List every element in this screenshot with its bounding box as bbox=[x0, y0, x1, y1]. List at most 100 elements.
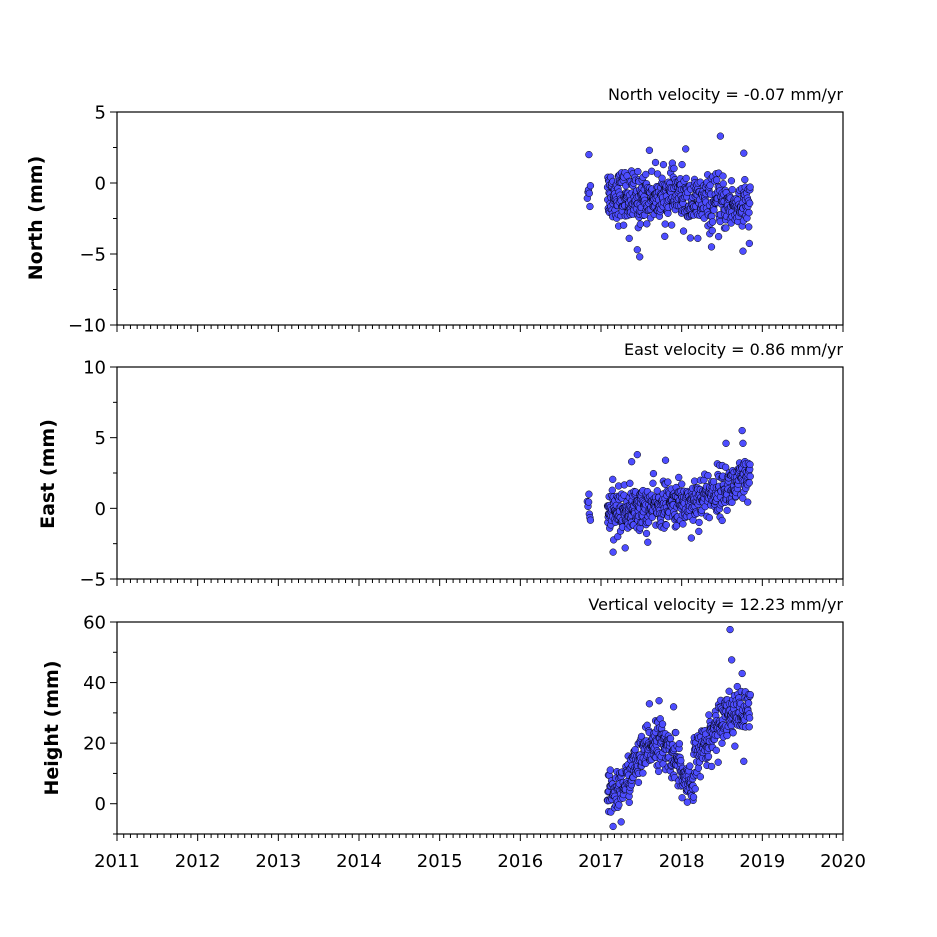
x-tick-label: 2016 bbox=[497, 851, 543, 872]
data-point bbox=[664, 478, 672, 486]
height-data-points bbox=[603, 625, 754, 831]
data-point bbox=[585, 189, 593, 197]
x-tick-label: 2013 bbox=[255, 851, 301, 872]
data-point bbox=[714, 758, 722, 766]
data-point bbox=[678, 794, 686, 802]
data-point bbox=[639, 769, 647, 777]
data-point bbox=[678, 160, 686, 169]
data-point bbox=[609, 548, 617, 556]
data-point bbox=[634, 778, 643, 787]
data-point bbox=[728, 498, 736, 506]
y-tick-label: −5 bbox=[79, 570, 106, 591]
data-point bbox=[708, 226, 716, 235]
data-point bbox=[675, 740, 684, 748]
data-point bbox=[739, 439, 747, 447]
data-point bbox=[707, 762, 716, 771]
data-point bbox=[651, 158, 660, 167]
data-point bbox=[584, 498, 593, 506]
data-point bbox=[628, 458, 636, 466]
data-point bbox=[642, 529, 651, 538]
data-point bbox=[636, 253, 644, 261]
data-point bbox=[643, 220, 651, 228]
data-point bbox=[585, 150, 593, 159]
data-point bbox=[718, 739, 726, 747]
data-point bbox=[642, 170, 650, 179]
data-point bbox=[662, 521, 670, 529]
data-point bbox=[608, 486, 616, 494]
data-point bbox=[712, 746, 720, 754]
data-point bbox=[723, 731, 731, 740]
data-point bbox=[620, 221, 628, 229]
data-point bbox=[679, 227, 688, 235]
east-ylabel: East (mm) bbox=[37, 419, 59, 529]
data-point bbox=[659, 160, 668, 169]
data-point bbox=[733, 682, 741, 691]
data-point bbox=[716, 132, 725, 140]
data-point bbox=[636, 220, 644, 228]
data-point bbox=[649, 479, 657, 487]
data-point bbox=[669, 703, 678, 711]
data-point bbox=[689, 793, 698, 801]
data-point bbox=[678, 480, 686, 488]
north-ylabel: North (mm) bbox=[25, 156, 47, 281]
vertical-velocity-title: Vertical velocity = 12.23 mm/yr bbox=[588, 595, 843, 614]
y-tick-label: 60 bbox=[83, 613, 106, 634]
data-point bbox=[617, 818, 625, 826]
data-point bbox=[719, 172, 727, 180]
data-point bbox=[682, 145, 690, 153]
data-point bbox=[745, 239, 754, 248]
data-point bbox=[615, 801, 623, 809]
east-velocity-title: East velocity = 0.86 mm/yr bbox=[624, 340, 843, 359]
y-tick-label: −10 bbox=[68, 316, 106, 337]
data-point bbox=[746, 472, 754, 481]
data-point bbox=[658, 174, 666, 182]
data-point bbox=[746, 460, 754, 469]
data-point bbox=[654, 767, 663, 776]
data-point bbox=[731, 742, 739, 750]
data-point bbox=[661, 220, 669, 228]
x-tick-label: 2015 bbox=[417, 851, 463, 872]
data-point bbox=[626, 479, 634, 487]
x-tick-label: 2020 bbox=[820, 851, 866, 872]
data-point bbox=[722, 463, 730, 471]
data-point bbox=[726, 625, 734, 634]
data-point bbox=[695, 527, 703, 536]
data-point bbox=[683, 798, 691, 806]
data-point bbox=[633, 246, 641, 254]
north-data-points bbox=[583, 132, 754, 261]
data-point bbox=[687, 534, 695, 542]
y-tick-label: 0 bbox=[95, 499, 106, 520]
data-point bbox=[666, 734, 675, 743]
data-point bbox=[609, 822, 617, 831]
data-point bbox=[718, 516, 726, 525]
data-point bbox=[746, 183, 754, 191]
y-tick-label: 5 bbox=[95, 103, 106, 124]
data-point bbox=[714, 232, 723, 241]
y-tick-label: 5 bbox=[95, 428, 106, 449]
data-point bbox=[744, 699, 753, 707]
x-tick-label: 2014 bbox=[336, 851, 382, 872]
data-point bbox=[670, 164, 678, 173]
data-point bbox=[722, 224, 730, 232]
data-point bbox=[661, 456, 670, 464]
data-point bbox=[745, 479, 753, 487]
east-data-points bbox=[583, 426, 754, 556]
data-point bbox=[741, 175, 749, 184]
data-point bbox=[745, 209, 753, 217]
data-point bbox=[625, 234, 633, 243]
data-point bbox=[728, 656, 736, 664]
y-tick-label: 10 bbox=[83, 358, 106, 379]
data-point bbox=[645, 518, 653, 526]
x-tick-label: 2012 bbox=[175, 851, 221, 872]
x-tick-label: 2019 bbox=[739, 851, 785, 872]
data-point bbox=[704, 471, 712, 480]
height-axes-frame bbox=[116, 621, 844, 835]
data-point bbox=[682, 174, 690, 182]
data-point bbox=[609, 475, 617, 484]
data-point bbox=[694, 764, 703, 772]
data-point bbox=[645, 146, 654, 154]
data-point bbox=[586, 516, 595, 524]
data-point bbox=[709, 478, 718, 486]
data-point bbox=[606, 766, 614, 774]
x-tick-label: 2011 bbox=[94, 851, 140, 872]
